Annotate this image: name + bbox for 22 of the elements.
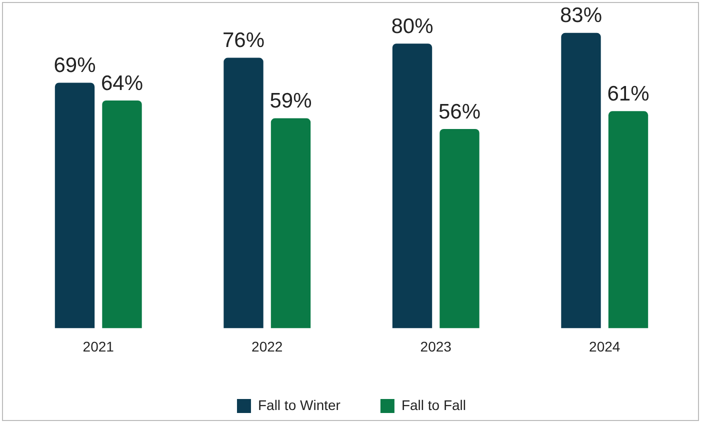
x-tick-label: 2022 <box>252 338 283 354</box>
data-label: 69% <box>54 54 96 78</box>
x-tick-label: 2024 <box>589 338 620 354</box>
legend-label: Fall to Winter <box>258 396 341 413</box>
bar <box>608 111 648 328</box>
bar <box>561 32 601 328</box>
data-label: 80% <box>391 14 434 38</box>
legend-label: Fall to Fall <box>401 396 466 413</box>
bar <box>440 128 480 328</box>
x-tick-label: 2021 <box>82 338 114 354</box>
data-label: 56% <box>438 100 481 124</box>
bar <box>54 82 95 328</box>
data-label: 59% <box>270 90 312 113</box>
x-tick-label: 2023 <box>420 338 452 354</box>
data-label: 83% <box>560 4 602 28</box>
bar <box>392 44 432 328</box>
bar <box>270 118 311 328</box>
data-label: 61% <box>607 82 650 106</box>
data-label: 64% <box>100 72 144 95</box>
bar <box>224 58 264 328</box>
bar <box>102 100 142 328</box>
data-label: 76% <box>222 29 265 52</box>
